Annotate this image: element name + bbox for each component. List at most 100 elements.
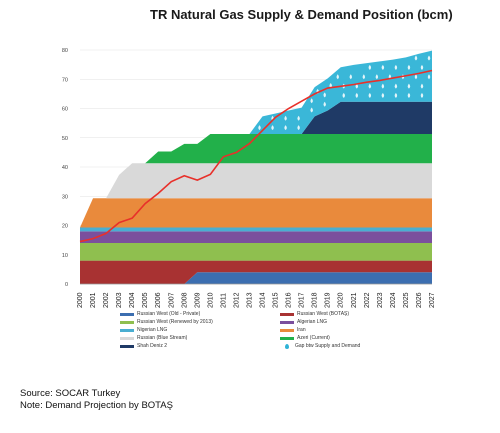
note-text: Note: Demand Projection by BOTAŞ (20, 400, 173, 411)
legend-swatch (120, 328, 134, 332)
legend-swatch (120, 320, 134, 324)
gap-droplet (414, 74, 418, 80)
gap-droplet (433, 64, 437, 70)
x-tick-label: 2002 (103, 292, 110, 308)
y-tick-label: 80 (62, 48, 68, 54)
y-tick-label: 30 (62, 194, 68, 200)
gap-droplet (284, 115, 287, 121)
x-tick-label: 2026 (416, 292, 423, 308)
chart-legend: Russian West (Old - Private) Russian West… (120, 311, 420, 359)
legend-item: Russian West (Renewed by 2013) (120, 319, 213, 325)
x-tick-label: 2023 (377, 292, 384, 308)
source-text: Source: SOCAR Turkey (20, 388, 121, 399)
x-tick-label: 2011 (220, 293, 227, 308)
y-tick-label: 60 (62, 107, 68, 113)
legend-item: Russian (Blue Stream) (120, 335, 187, 341)
legend-label: Iran (297, 327, 306, 333)
gap-droplet (297, 115, 300, 121)
gap-droplet (258, 125, 261, 131)
x-tick-label: 2024 (390, 292, 397, 308)
gap-droplet (284, 125, 287, 131)
y-tick-label: 0 (65, 282, 68, 288)
x-tick-label: 2013 (246, 292, 253, 308)
legend-swatch (120, 336, 134, 340)
y-tick-label: 50 (62, 136, 68, 142)
x-tick-label: 2010 (207, 292, 214, 308)
gap-droplet (394, 83, 398, 89)
x-tick-label: 2007 (168, 292, 175, 308)
legend-item: Nigerian LNG (120, 327, 167, 333)
y-tick-label: 10 (62, 253, 68, 259)
x-tick-label: 2015 (273, 292, 280, 308)
legend-label: Russian (Blue Stream) (137, 335, 188, 341)
droplet-icon (285, 343, 289, 349)
gap-droplet (414, 55, 418, 61)
legend-label: Nigerian LNG (137, 327, 168, 333)
area-series-3 (80, 231, 432, 244)
x-tick-label: 2003 (116, 292, 123, 308)
gap-droplet (362, 74, 366, 80)
gap-droplet (407, 92, 411, 98)
x-tick-label: 2001 (90, 292, 97, 308)
legend-label: Russian West (BOTAŞ) (297, 311, 350, 317)
legend-item: Algerian LNG (280, 319, 327, 325)
x-tick-label: 2005 (142, 292, 149, 308)
x-tick-label: 2016 (286, 292, 293, 308)
gap-droplet (368, 92, 372, 98)
gap-droplet (394, 92, 398, 98)
x-tick-label: 2019 (325, 292, 332, 308)
gap-droplet (394, 64, 398, 70)
legend-swatch (280, 336, 294, 340)
y-tick-label: 70 (62, 77, 68, 83)
x-tick-label: 2027 (429, 292, 436, 308)
gap-droplet (427, 74, 431, 80)
gap-droplet (375, 74, 379, 80)
gap-droplet (381, 83, 385, 89)
x-tick-label: 2017 (299, 292, 306, 308)
legend-item: Russian West (Old - Private) (120, 311, 200, 317)
gap-droplet (342, 92, 345, 98)
gap-droplet (368, 83, 372, 89)
legend-label: Gap btw Supply and Demand (295, 343, 361, 349)
gap-droplet (427, 55, 431, 61)
x-tick-label: 2018 (312, 292, 319, 308)
x-tick-label: 2014 (260, 292, 267, 308)
legend-label: Algerian LNG (297, 319, 328, 325)
gap-droplet (420, 64, 424, 70)
source-notes: Source: SOCAR Turkey Note: Demand Projec… (20, 388, 173, 412)
gap-droplet (381, 92, 385, 98)
demand-line (79, 69, 433, 243)
x-tick-label: 2000 (77, 292, 84, 308)
legend-swatch (280, 328, 294, 332)
area-series-8 (80, 101, 432, 228)
gap-droplet (381, 64, 385, 70)
legend-item: Russian West (BOTAŞ) (280, 311, 349, 317)
legend-swatch (120, 312, 134, 316)
gap-droplet (355, 92, 359, 98)
legend-item: Azeri (Current) (280, 335, 330, 341)
area-series-5 (80, 198, 432, 228)
gap-droplet (336, 74, 339, 80)
x-tick-label: 2021 (351, 292, 358, 308)
x-tick-label: 2004 (129, 292, 136, 308)
area-series-0 (80, 272, 432, 284)
legend-label: Russian West (Renewed by 2013) (137, 319, 213, 325)
gap-droplet (433, 83, 437, 89)
gap-droplet (271, 125, 274, 131)
gap-droplet (407, 64, 411, 70)
gap-droplet (310, 107, 313, 113)
gap-droplet (297, 125, 300, 131)
area-series-6 (80, 163, 432, 228)
gap-droplet (407, 83, 411, 89)
gap-droplet (310, 98, 313, 104)
legend-item: Iran (280, 327, 306, 333)
gap-droplet (433, 92, 437, 98)
x-tick-label: 2012 (233, 292, 240, 308)
gap-droplet (349, 74, 353, 80)
area-series-2 (80, 243, 432, 261)
legend-item: Gap btw Supply and Demand (280, 343, 360, 349)
chart-title: TR Natural Gas Supply & Demand Position … (150, 7, 453, 22)
x-tick-label: 2008 (181, 292, 188, 308)
x-tick-label: 2025 (403, 292, 410, 308)
area-series-7 (80, 133, 432, 228)
